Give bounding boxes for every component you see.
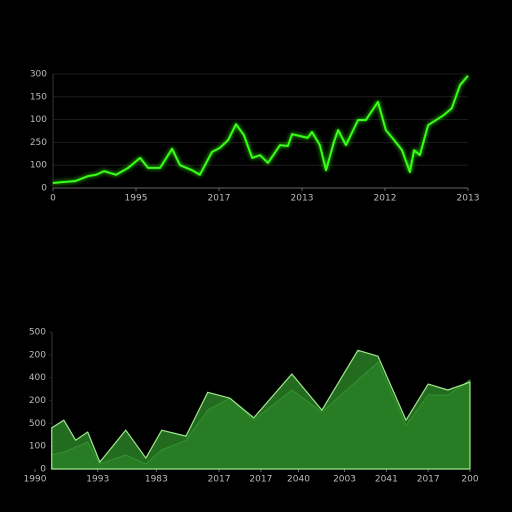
y-tick-label: 100 [29, 442, 46, 452]
x-tick-label: 1983 [145, 475, 168, 485]
y-tick-label: 200 [29, 350, 46, 360]
x-tick-label: 2017 [208, 475, 231, 485]
x-tick-label: 2017 [208, 194, 231, 204]
line [52, 75, 469, 184]
y-tick-label: 100 [30, 115, 47, 125]
x-tick-label: 2012 [374, 194, 397, 204]
x-tick-label: 2017 [417, 475, 440, 485]
area [51, 349, 471, 470]
y-tick-label: 500 [29, 419, 46, 429]
y-tick-label: 100 [30, 161, 47, 171]
y-tick-label: 0 [41, 184, 47, 194]
y-tick-label: 500 [29, 328, 46, 338]
y-tick-label: 250 [30, 138, 47, 148]
y-tick-label: 0 [40, 465, 46, 475]
x-tick-label: 2041 [375, 475, 398, 485]
x-tick-label: 0 [50, 194, 56, 204]
x-tick-label: 2013 [457, 194, 480, 204]
x-tick-label: 1990 [24, 475, 47, 485]
y-tick-label: 400 [29, 373, 46, 383]
x-tick-label: 2013 [291, 194, 314, 204]
x-tick-label: 2040 [287, 475, 310, 485]
y-tick-label: 300 [30, 70, 47, 80]
x-tick-label: 2017 [249, 475, 272, 485]
x-tick-label: 1993 [86, 475, 109, 485]
x-tick-label: 200 [461, 475, 478, 485]
y-tick-label: 150 [30, 92, 47, 102]
x-tick-label: 1995 [125, 194, 148, 204]
y-tick-label: 200 [29, 396, 46, 406]
x-tick-label: 2003 [333, 475, 356, 485]
